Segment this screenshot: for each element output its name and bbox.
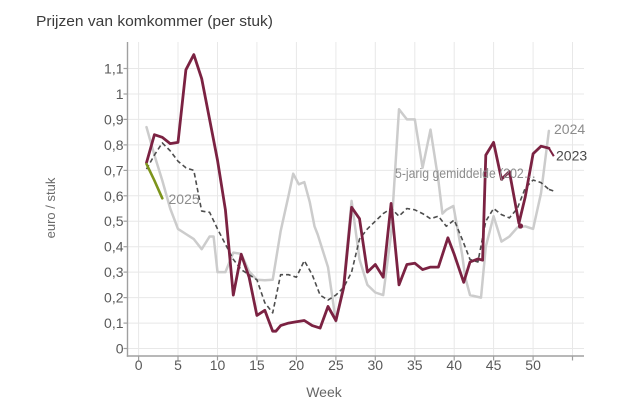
svg-text:30: 30 bbox=[368, 357, 384, 373]
svg-text:0,3: 0,3 bbox=[104, 264, 124, 280]
svg-text:0,9: 0,9 bbox=[104, 111, 124, 127]
svg-text:1,1: 1,1 bbox=[104, 61, 124, 77]
svg-text:0,8: 0,8 bbox=[104, 137, 124, 153]
svg-text:10: 10 bbox=[210, 357, 226, 373]
svg-text:Week: Week bbox=[306, 384, 343, 400]
svg-text:0: 0 bbox=[135, 357, 143, 373]
svg-text:0,7: 0,7 bbox=[104, 162, 124, 178]
svg-text:45: 45 bbox=[486, 357, 502, 373]
svg-text:35: 35 bbox=[407, 357, 423, 373]
svg-text:Prijzen van komkommer (per stu: Prijzen van komkommer (per stuk) bbox=[36, 13, 273, 30]
svg-text:2023: 2023 bbox=[556, 148, 587, 164]
svg-text:20: 20 bbox=[289, 357, 305, 373]
svg-text:0,5: 0,5 bbox=[104, 213, 124, 229]
svg-text:25: 25 bbox=[328, 357, 344, 373]
svg-text:50: 50 bbox=[525, 357, 541, 373]
svg-text:15: 15 bbox=[249, 357, 265, 373]
svg-text:0,4: 0,4 bbox=[104, 239, 124, 255]
svg-text:0,1: 0,1 bbox=[104, 315, 124, 331]
svg-text:40: 40 bbox=[446, 357, 462, 373]
svg-text:0,6: 0,6 bbox=[104, 188, 124, 204]
svg-text:5: 5 bbox=[174, 357, 182, 373]
svg-text:2024: 2024 bbox=[554, 121, 585, 137]
svg-text:0: 0 bbox=[116, 341, 124, 357]
svg-text:5-jarig gemiddelde (202…: 5-jarig gemiddelde (202… bbox=[395, 165, 536, 181]
svg-text:0,2: 0,2 bbox=[104, 290, 124, 306]
svg-text:2025: 2025 bbox=[169, 191, 200, 207]
svg-text:euro / stuk: euro / stuk bbox=[43, 177, 58, 238]
svg-text:1: 1 bbox=[116, 86, 124, 102]
